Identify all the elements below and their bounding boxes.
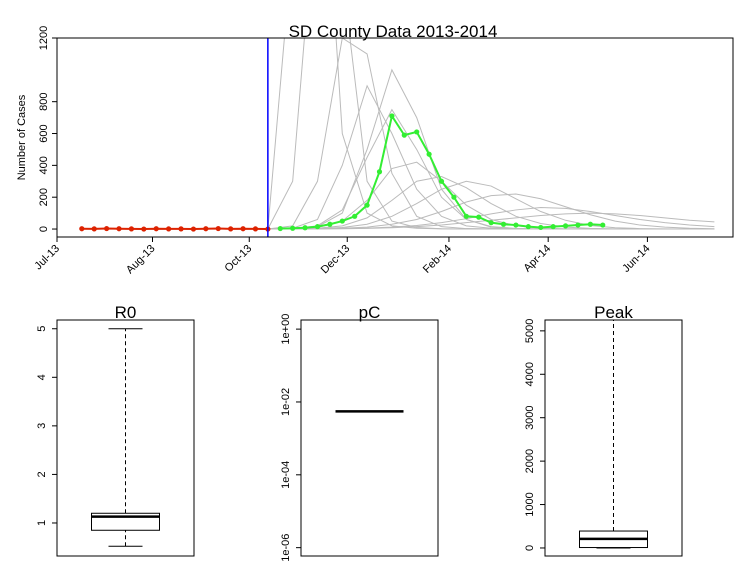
y-tick-label: 5000 [524,319,536,343]
x-tick-label: Dec-13 [319,243,353,277]
data-point [376,169,383,175]
y-tick-label: 5 [36,326,48,332]
data-point [438,178,445,184]
x-tick-label: Oct-13 [223,243,255,275]
data-point [190,226,197,232]
data-point [128,226,135,232]
data-point [302,225,308,231]
data-point [352,213,358,219]
chart-title: SD County Data 2013-2014 [289,22,498,41]
y-tick-label: 0 [524,545,536,551]
y-tick-label: 1e+00 [280,314,292,345]
data-point [178,226,184,232]
data-point [488,220,494,226]
x-tick-label: Jul-13 [32,243,62,273]
y-tick-label: 600 [38,124,50,142]
y-tick-label: 3000 [524,405,536,429]
data-point [314,224,321,230]
plot-frame [56,319,195,557]
data-point [91,226,97,232]
plot-frame [300,319,439,557]
data-point [215,225,221,232]
y-tick-label: 200 [38,188,50,206]
plot-frame [544,319,683,557]
data-point [575,222,581,228]
y-tick-label: 1e-06 [280,534,292,562]
series-line [267,84,715,230]
data-point [550,224,556,230]
y-tick-label: 0 [38,226,50,232]
data-point [562,223,569,229]
data-point [277,225,283,232]
data-point [240,226,246,232]
data-point [389,113,395,119]
y-axis-label: Number of Cases [16,94,28,180]
data-point [290,225,296,231]
series-line [267,68,715,230]
plot-area [79,38,715,232]
y-tick-label: 1e-04 [280,461,292,489]
series-line [267,38,715,230]
data-point [513,222,519,228]
data-point [203,226,209,232]
x-tick-label: Apr-14 [521,243,553,275]
y-tick-label: 1 [36,520,48,526]
data-point [252,226,259,232]
data-point [228,226,234,232]
y-tick-label: 800 [38,93,50,111]
data-point [153,226,159,232]
y-tick-label: 1e-02 [280,388,292,416]
data-point [587,221,593,227]
y-tick-label: 4000 [524,362,536,386]
data-point [525,224,531,230]
x-tick-label: Jun-14 [620,243,652,275]
chart-title: R0 [115,303,137,322]
series-line [267,108,715,230]
data-point [116,226,122,232]
data-point [104,225,110,232]
data-point [327,221,333,227]
x-tick-label: Feb-14 [421,243,454,276]
data-point [166,226,172,232]
y-tick-label: 2 [36,471,48,477]
data-point [600,222,606,228]
chart-title: Peak [594,303,633,322]
data-point [141,226,147,232]
x-tick-label: Aug-13 [124,243,158,277]
y-tick-label: 4 [36,374,48,380]
data-point [426,151,432,157]
data-point [339,218,345,224]
data-point [463,213,469,219]
y-tick-label: 2000 [524,449,536,473]
data-point [364,202,370,208]
chart-title: pC [359,303,381,322]
y-tick-label: 1000 [524,492,536,516]
data-point [401,132,407,138]
data-point [414,129,420,135]
data-point [538,224,544,231]
y-tick-label: 1200 [38,26,50,50]
y-tick-label: 3 [36,423,48,429]
data-point [79,226,85,232]
data-point [476,214,482,220]
plot-frame [56,37,734,238]
data-point [451,194,457,200]
y-tick-label: 400 [38,156,50,174]
data-point [500,221,507,227]
